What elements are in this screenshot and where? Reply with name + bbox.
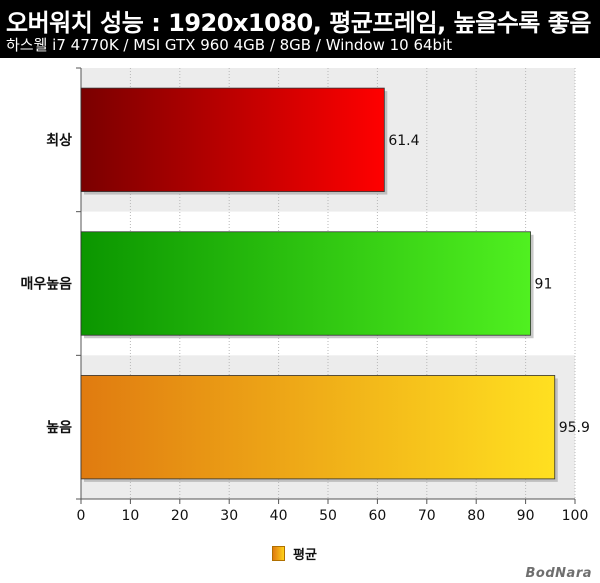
- x-tick-label: 60: [368, 508, 386, 524]
- bar-value-label: 95.9: [559, 420, 590, 436]
- bar-value-label: 91: [535, 277, 553, 293]
- bar: [80, 231, 531, 336]
- x-tick-label: 30: [220, 508, 238, 524]
- x-tick-label: 70: [418, 508, 436, 524]
- category-label: 높음: [46, 420, 72, 436]
- x-tick-label: 0: [77, 508, 86, 524]
- bar-value-label: 61.4: [388, 133, 419, 149]
- bar: [80, 87, 385, 192]
- x-tick-label: 20: [171, 508, 189, 524]
- legend-label: 평균: [293, 547, 317, 563]
- chart-title: 오버워치 성능 : 1920x1080, 평균프레임, 높을수록 좋음: [6, 9, 591, 37]
- chart-header: 오버워치 성능 : 1920x1080, 평균프레임, 높을수록 좋음 하스웰 …: [0, 0, 600, 58]
- chart-subtitle: 하스웰 i7 4770K / MSI GTX 960 4GB / 8GB / W…: [6, 36, 453, 54]
- x-tick-label: 10: [121, 508, 139, 524]
- x-tick-label: 100: [562, 508, 589, 524]
- category-label: 최상: [46, 133, 72, 149]
- watermark-logo: BodNara: [525, 566, 592, 581]
- x-tick-label: 90: [517, 508, 535, 524]
- x-tick-label: 40: [270, 508, 288, 524]
- bar: [80, 375, 556, 480]
- x-tick-label: 50: [319, 508, 337, 524]
- category-label: 매우높음: [20, 277, 72, 293]
- x-tick-label: 80: [467, 508, 485, 524]
- chart-legend: 평균: [272, 543, 317, 563]
- bar-chart: 0 10 20 30 40 50 60 70 80 90 100 61.4 최상 91 매우높음 95.9 높음: [20, 67, 590, 524]
- legend-swatch: [272, 545, 285, 561]
